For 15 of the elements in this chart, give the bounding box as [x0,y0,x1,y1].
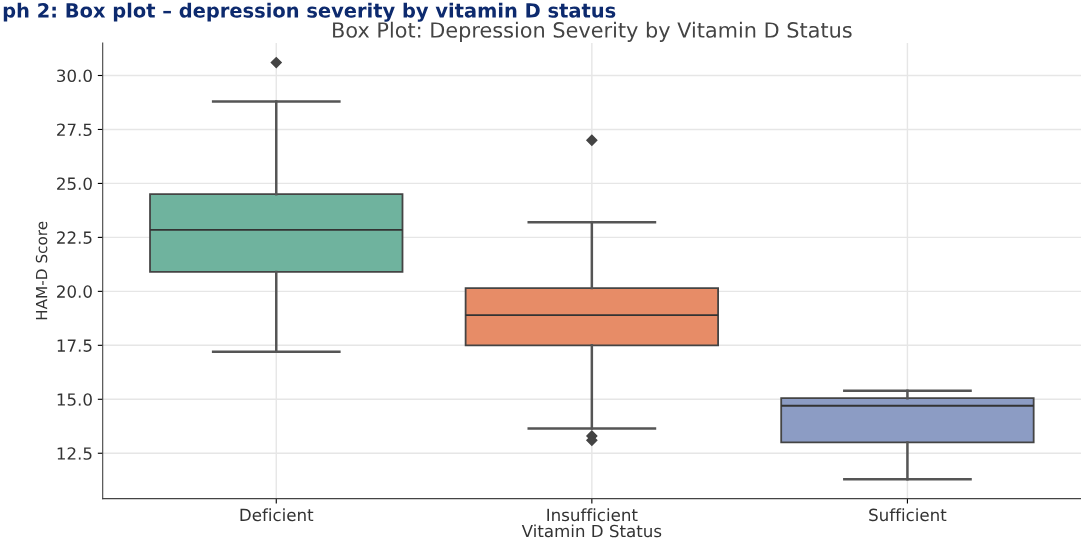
y-tick-label: 22.5 [57,231,92,244]
y-tick-label: 30.0 [57,69,92,83]
text: ph 2: Box plot – depression severity by vitamin D status [3,2,616,22]
y-tick-label: 12.5 [57,447,92,460]
x-tick-label: Insufficient [547,508,638,522]
x-tick-label: Sufficient [869,508,947,522]
y-tick-label: 20.0 [57,285,92,298]
chart-title: Box Plot: Depression Severity by Vitamin D Status [333,21,852,42]
y-axis-title: HAM-D Score [35,221,48,320]
y-tick-label: 15.0 [57,393,92,406]
x-axis-title: Vitamin D Status [521,524,662,538]
y-tick-label: 27.5 [57,123,92,137]
x-tick-label: Deficient [240,508,314,522]
y-tick-label: 25.0 [57,177,92,190]
y-tick-label: 17.5 [57,339,92,352]
